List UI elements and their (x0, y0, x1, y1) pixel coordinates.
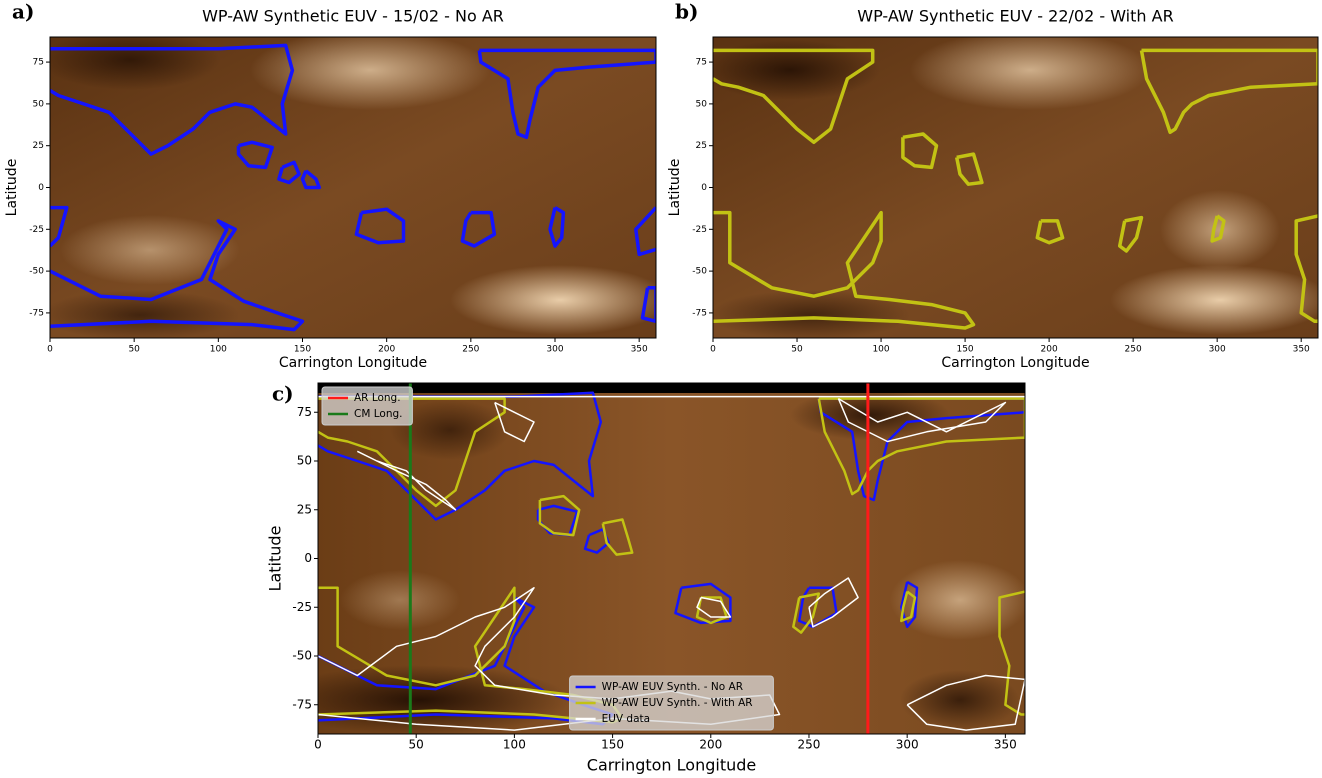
x-tick-label: 150 (294, 345, 311, 355)
x-axis-label: Carrington Longitude (279, 355, 427, 371)
x-axis-label: Carrington Longitude (941, 355, 1089, 371)
x-tick-label: 100 (210, 345, 227, 355)
y-tick-label: 75 (696, 58, 707, 68)
x-tick-label: 200 (1041, 345, 1058, 355)
y-tick-label: -75 (692, 308, 707, 318)
x-tick-label: 0 (710, 345, 716, 355)
y-axis-label: Latitude (667, 159, 683, 217)
x-tick-label: 150 (601, 738, 624, 752)
page: {"chart_data": [ {"type": "contour-map",… (0, 0, 1322, 778)
x-tick-label: 350 (994, 738, 1017, 752)
x-tick-label: 300 (1209, 345, 1226, 355)
y-axis-label: Latitude (4, 159, 20, 217)
x-tick-label: 200 (378, 345, 395, 355)
legend-label: EUV data (602, 713, 651, 725)
figure: 050100150200250300350-75-50-250255075Car… (0, 0, 1322, 778)
y-tick-label: -25 (292, 600, 312, 614)
x-tick-label: 250 (462, 345, 479, 355)
y-tick-label: 0 (304, 551, 312, 565)
x-tick-label: 350 (1293, 345, 1310, 355)
y-tick-label: 50 (297, 454, 312, 468)
legend-label: WP-AW EUV Synth. - No AR (602, 681, 743, 693)
x-tick-label: 50 (791, 345, 803, 355)
chart-title: WP-AW Synthetic EUV - 15/02 - No AR (202, 7, 504, 26)
x-tick-label: 0 (47, 345, 53, 355)
y-tick-label: -25 (29, 225, 44, 235)
y-tick-label: 0 (38, 183, 44, 193)
y-tick-label: 0 (701, 183, 707, 193)
x-tick-label: 100 (503, 738, 526, 752)
legend-label: CM Long. (354, 408, 402, 420)
x-tick-label: 200 (699, 738, 722, 752)
chart-title: WP-AW Synthetic EUV - 22/02 - With AR (857, 7, 1173, 26)
legend-label: AR Long. (354, 392, 401, 404)
panel-label: b) (675, 0, 698, 24)
y-tick-label: 75 (297, 405, 312, 419)
x-tick-label: 0 (314, 738, 322, 752)
x-tick-label: 350 (631, 345, 648, 355)
panel-label: c) (272, 382, 294, 406)
y-tick-label: -50 (292, 649, 312, 663)
x-axis-label: Carrington Longitude (587, 756, 756, 775)
x-tick-label: 100 (872, 345, 889, 355)
legend-label: WP-AW EUV Synth. - With AR (602, 697, 753, 709)
x-tick-label: 250 (1125, 345, 1142, 355)
y-tick-label: 25 (297, 502, 312, 516)
x-tick-label: 150 (956, 345, 973, 355)
y-tick-label: -75 (29, 308, 44, 318)
y-tick-label: -25 (692, 225, 707, 235)
x-tick-label: 300 (546, 345, 563, 355)
y-tick-label: 50 (696, 99, 708, 109)
y-tick-label: -50 (692, 267, 707, 277)
x-tick-label: 300 (896, 738, 919, 752)
x-tick-label: 50 (128, 345, 140, 355)
y-tick-label: -50 (29, 267, 44, 277)
x-tick-label: 50 (409, 738, 424, 752)
x-tick-label: 250 (798, 738, 821, 752)
y-tick-label: 75 (33, 58, 44, 68)
euv-image (40, 30, 670, 340)
panel-label: a) (12, 0, 34, 24)
y-tick-label: 25 (696, 141, 707, 151)
y-tick-label: 25 (33, 141, 44, 151)
y-tick-label: -75 (292, 697, 312, 711)
y-axis-label: Latitude (266, 526, 285, 592)
y-tick-label: 50 (33, 99, 45, 109)
